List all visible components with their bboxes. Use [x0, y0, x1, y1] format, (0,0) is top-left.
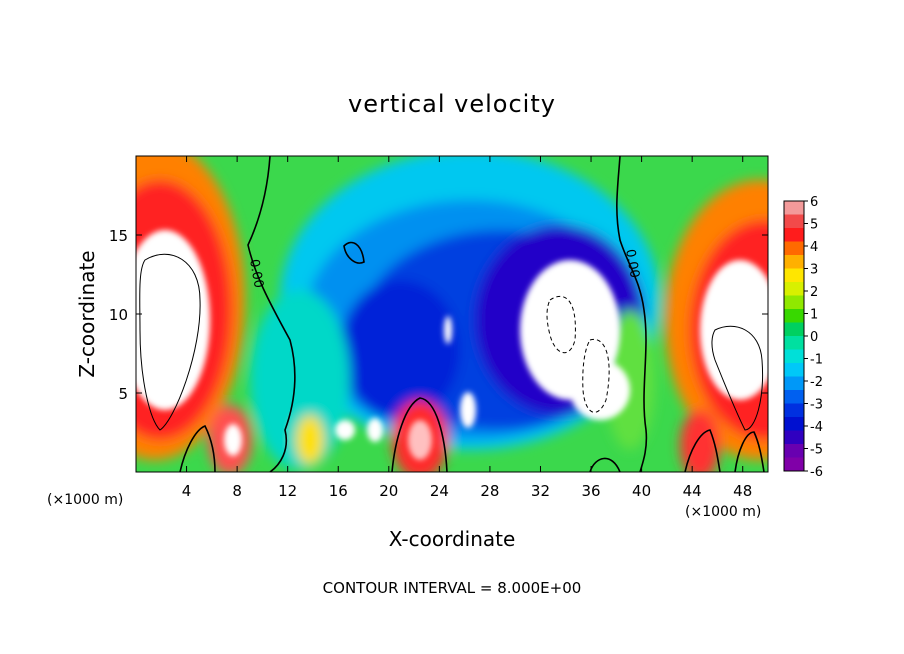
colorbar-swatch: [784, 403, 804, 418]
colorbar-tick-label: 1: [810, 308, 818, 323]
x-unit-left: (×1000 m): [47, 492, 123, 508]
colorbar-tick-label: -2: [810, 375, 823, 390]
colorbar-swatch: [784, 322, 804, 337]
contour-label-right: 0.00: [622, 248, 642, 279]
x-tick-label: 12: [278, 482, 297, 500]
colorbar-tick-label: -3: [810, 398, 823, 413]
colorbar-swatch: [784, 430, 804, 445]
colorbar-swatch: [784, 309, 804, 323]
colorbar-swatch: [784, 295, 804, 310]
colorbar-swatch: [784, 214, 804, 229]
y-tick-label: 5: [118, 385, 128, 403]
colorbar-tick-label: 4: [810, 240, 818, 255]
colorbar-swatch: [784, 444, 804, 458]
colorbar-swatch: [784, 376, 804, 391]
contour-interval-note: CONTOUR INTERVAL = 8.000E+00: [323, 579, 582, 597]
colorbar-tick-label: 3: [810, 263, 818, 278]
colorbar-swatch: [784, 201, 804, 215]
colorbar-swatch: [784, 255, 804, 269]
colorbar-swatch: [784, 349, 804, 364]
x-tick-label: 40: [632, 482, 651, 500]
y-tick-label: 15: [109, 227, 128, 245]
colorbar-tick-label: -6: [810, 465, 823, 480]
colorbar-tick-label: 0: [810, 330, 818, 345]
x-tick-label: 20: [379, 482, 398, 500]
colorbar-swatch: [784, 282, 804, 296]
y-axis: 5 10 15: [109, 227, 768, 403]
colorbar-swatch: [784, 228, 804, 242]
contour-label-left: 0.00: [246, 258, 266, 289]
colorbar-tick-label: -5: [810, 443, 823, 458]
colorbar-tick-label: 2: [810, 285, 818, 300]
x-tick-label: 24: [430, 482, 449, 500]
colorbar-swatch: [784, 268, 804, 283]
y-tick-label: 10: [109, 306, 128, 324]
chart-title: vertical velocity: [348, 90, 556, 118]
x-tick-label: 44: [683, 482, 702, 500]
colorbar-swatch: [784, 336, 804, 350]
x-tick-label: 8: [232, 482, 242, 500]
x-tick-label: 4: [182, 482, 192, 500]
colorbar-tick-label: -4: [810, 420, 823, 435]
colorbar-swatch: [784, 417, 804, 431]
x-unit-right: (×1000 m): [685, 504, 761, 520]
colorbar-swatch: [784, 241, 804, 256]
x-tick-label: 32: [531, 482, 550, 500]
colorbar-swatch: [784, 363, 804, 377]
x-axis: 4 8 12 16 20 24 28 32 36 40 44 48: [182, 156, 752, 500]
x-tick-label: 36: [581, 482, 600, 500]
x-axis-label: X-coordinate: [389, 527, 516, 551]
y-axis-label: Z-coordinate: [75, 250, 99, 377]
colorbar-swatch: [784, 457, 804, 472]
colorbar-swatch: [784, 390, 804, 404]
colorbar-tick-label: 6: [810, 195, 818, 210]
velocity-field: 0.00 0.00: [136, 156, 768, 472]
x-tick-label: 48: [733, 482, 752, 500]
colorbar: 6 5 4 3 2 1 0 -1 -2 -3 -4 -5 -6: [783, 195, 823, 480]
x-tick-label: 28: [480, 482, 499, 500]
colorbar-tick-label: 5: [810, 218, 818, 233]
colorbar-tick-label: -1: [810, 353, 823, 368]
x-tick-label: 16: [329, 482, 348, 500]
